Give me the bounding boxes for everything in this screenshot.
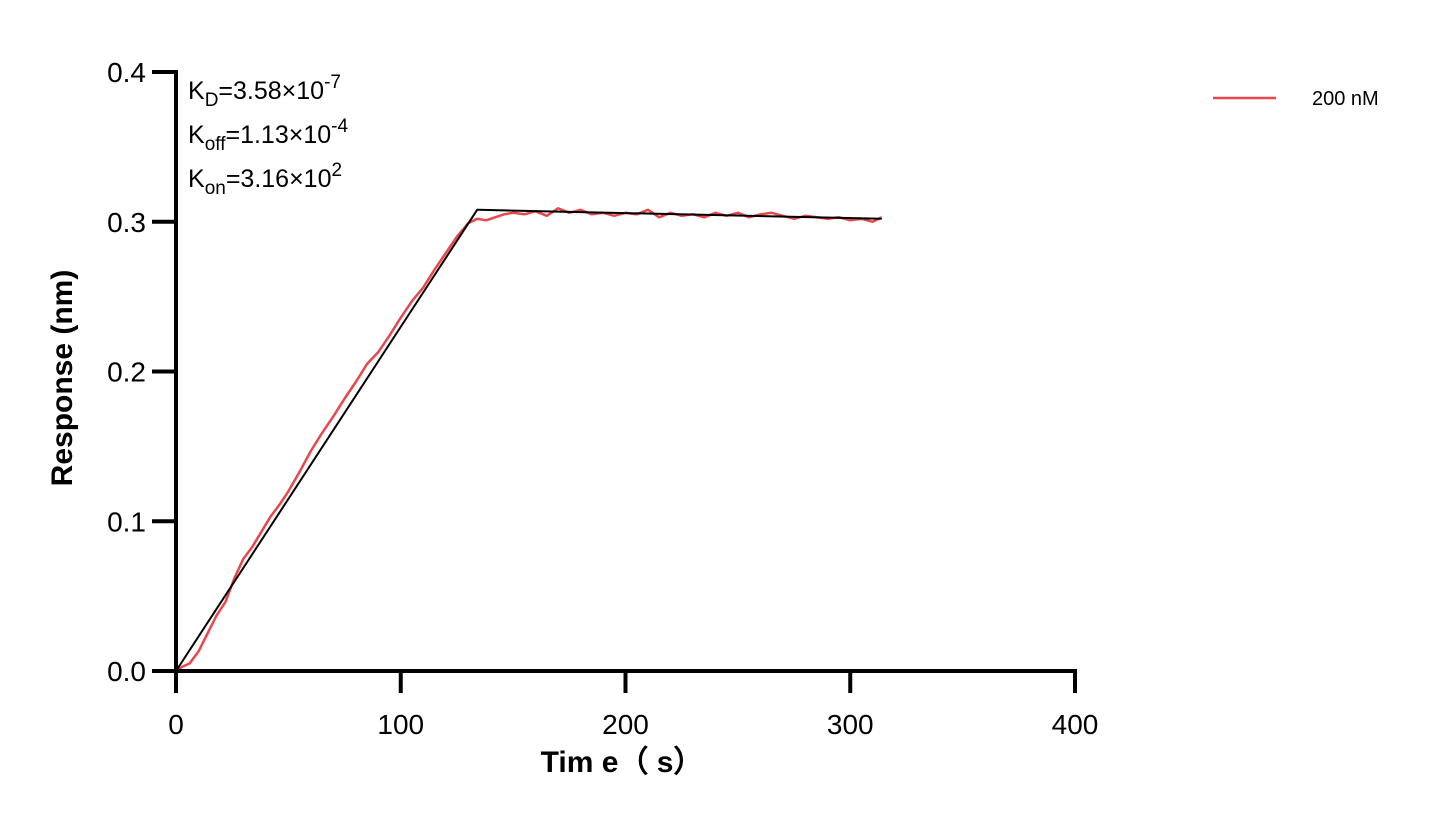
kinetic-constant-annotation: KD=3.58×10-7 xyxy=(188,72,341,111)
series-line-200nm xyxy=(175,207,883,673)
legend-label: 200 nM xyxy=(1312,88,1379,110)
series-layer xyxy=(175,207,883,673)
ticks-layer: 0 100 200 300 400 0.0 0.1 0.2 0.3 0.4 xyxy=(107,57,1098,740)
x-tick-label: 200 xyxy=(602,709,649,740)
x-tick-label: 100 xyxy=(377,709,424,740)
y-tick-label: 0.2 xyxy=(107,357,146,388)
x-tick-label: 300 xyxy=(827,709,874,740)
y-tick-label: 0.0 xyxy=(107,656,146,687)
y-tick-label: 0.1 xyxy=(107,506,146,537)
x-axis-title: Tim e（ s） xyxy=(541,745,704,779)
axes-layer xyxy=(174,70,1077,673)
kinetic-constant-annotation: Koff=1.13×10-4 xyxy=(188,116,348,155)
kinetics-annotations: KD=3.58×10-7 Koff=1.13×10-4 Kon=3.16×102 xyxy=(188,72,348,199)
x-tick-label: 400 xyxy=(1052,709,1099,740)
legend: 200 nM xyxy=(1213,88,1379,110)
y-axis-title: Response (nm) xyxy=(46,270,79,487)
x-tick-label: 0 xyxy=(168,709,184,740)
y-tick-label: 0.3 xyxy=(107,207,146,238)
fit-curve-line xyxy=(175,208,882,672)
kinetic-constant-annotation: Kon=3.16×102 xyxy=(188,160,342,199)
y-tick-label: 0.4 xyxy=(107,57,146,88)
